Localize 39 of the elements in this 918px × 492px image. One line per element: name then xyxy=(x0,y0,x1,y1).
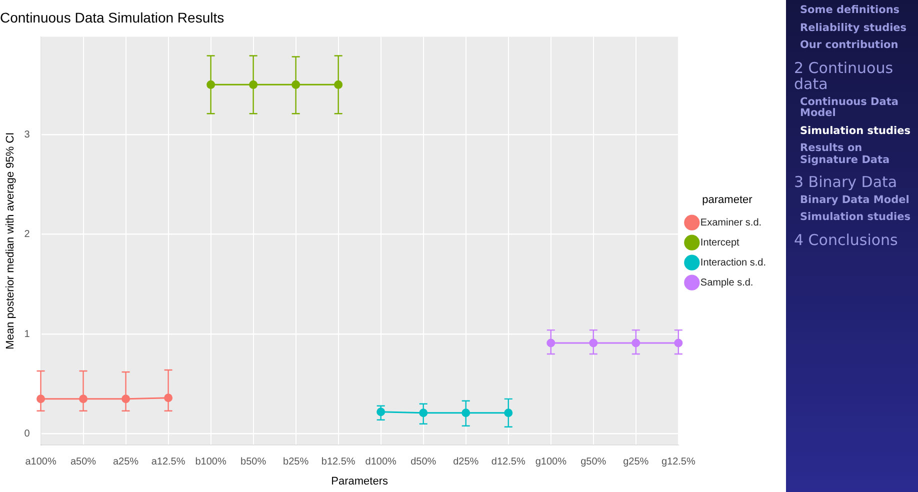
text: Simulation studies xyxy=(800,124,912,138)
legend-label: Examiner s.d. xyxy=(700,217,762,228)
x-axis-title: Parameters xyxy=(331,475,389,488)
x-tick-label: d50% xyxy=(410,456,436,468)
y-tick-label: 2 xyxy=(24,229,30,240)
y-tick-label: 0 xyxy=(24,428,30,440)
text: Some definitions xyxy=(800,4,901,17)
text: Results on Signature Data xyxy=(800,142,891,166)
x-tick-label: g12.5% xyxy=(661,456,696,468)
x-tick-label: b100% xyxy=(195,456,226,468)
text: Reliability studies xyxy=(800,22,908,34)
text: Simulation studies xyxy=(800,211,912,224)
y-tick-label: 1 xyxy=(24,328,30,340)
text: Our contribution xyxy=(800,39,900,52)
x-tick-label: a50% xyxy=(70,456,96,468)
x-tick-label: b50% xyxy=(240,456,266,468)
x-tick-label: a25% xyxy=(112,456,139,468)
y-axis-title: Mean posterior median with average 95% CI xyxy=(4,132,17,350)
x-tick-label: a12.5% xyxy=(151,456,186,468)
legend-label: Interaction s.d. xyxy=(700,257,766,268)
y-tick-label: 3 xyxy=(24,129,30,140)
x-tick-label: d25% xyxy=(453,456,479,468)
x-tick-label: g100% xyxy=(535,456,567,468)
text: 4 Conclusions xyxy=(794,230,899,249)
text: 2 Continuous data xyxy=(794,58,894,94)
x-tick-label: d12.5% xyxy=(491,456,526,468)
x-tick-label: g25% xyxy=(623,456,649,468)
x-tick-label: g50% xyxy=(580,456,606,468)
text: Binary Data Model xyxy=(800,194,910,206)
legend-label: Intercept xyxy=(700,237,740,248)
text: Continuous Data Model xyxy=(800,96,900,120)
legend-label: Sample s.d. xyxy=(700,277,754,288)
text: 3 Binary Data xyxy=(794,173,898,192)
chart-title: Continuous Data Simulation Results xyxy=(0,9,224,26)
x-tick-label: b25% xyxy=(283,456,309,468)
x-tick-label: d100% xyxy=(365,456,397,468)
legend-title: parameter xyxy=(702,194,753,206)
x-tick-label: a100% xyxy=(25,456,56,468)
x-tick-label: b12.5% xyxy=(321,456,356,468)
